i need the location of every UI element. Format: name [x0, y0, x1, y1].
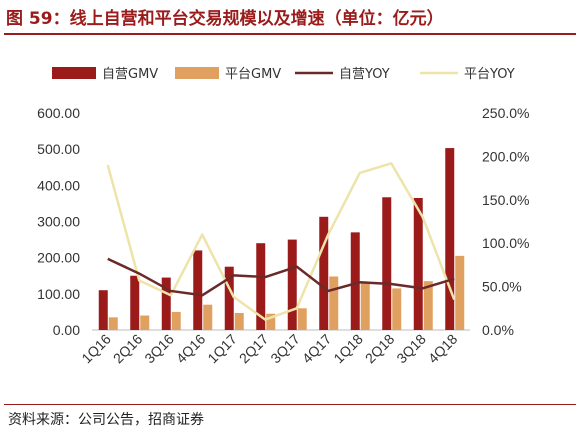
bar-platform-gmv — [171, 311, 181, 330]
bar-platform-gmv — [392, 288, 402, 330]
x-tick: 3Q17 — [267, 331, 303, 367]
x-tick: 3Q18 — [393, 331, 429, 367]
bar-self-gmv — [350, 232, 360, 330]
y-right-tick: 50.0% — [482, 279, 522, 295]
bar-self-gmv — [445, 148, 455, 330]
x-tick: 3Q16 — [141, 331, 177, 367]
y-left-tick: 100.00 — [37, 286, 80, 302]
legend-swatch-1 — [52, 67, 96, 79]
y-right-tick: 100.0% — [482, 235, 529, 251]
bar-platform-gmv — [140, 315, 150, 330]
y-left-tick: 0.00 — [53, 322, 80, 338]
bar-self-gmv — [130, 275, 140, 330]
y-left-tick: 600.00 — [37, 105, 80, 121]
title-rule — [4, 33, 576, 35]
x-tick: 2Q17 — [236, 331, 272, 367]
bar-platform-gmv — [203, 304, 213, 330]
bar-platform-gmv — [360, 282, 370, 330]
x-tick: 4Q16 — [173, 331, 209, 367]
legend-label-3: 自营YOY — [339, 67, 390, 82]
bar-self-gmv — [319, 216, 329, 330]
bar-self-gmv — [413, 197, 423, 330]
bar-platform-gmv — [455, 255, 465, 330]
x-tick: 4Q17 — [299, 331, 335, 367]
line-platform-yoy — [106, 162, 456, 321]
y-right-tick: 200.0% — [482, 148, 529, 164]
bar-platform-gmv — [266, 313, 276, 330]
x-tick: 4Q18 — [425, 331, 461, 367]
bar-self-gmv — [98, 290, 108, 330]
bar-self-gmv — [161, 277, 171, 330]
bar-platform-gmv — [297, 308, 307, 330]
y-right-tick: 0.0% — [482, 322, 514, 338]
source-rule — [4, 404, 576, 405]
x-tick: 2Q16 — [110, 331, 146, 367]
bar-platform-gmv — [329, 276, 339, 330]
x-tick: 2Q18 — [362, 331, 398, 367]
x-tick: 1Q17 — [204, 331, 240, 367]
y-right-tick: 150.0% — [482, 192, 529, 208]
y-left-tick: 200.00 — [37, 250, 80, 266]
legend-swatch-2 — [175, 67, 219, 79]
bar-self-gmv — [256, 243, 266, 330]
bar-self-gmv — [287, 239, 297, 330]
figure-title: 图 59：线上自营和平台交易规模以及增速（单位：亿元） — [6, 9, 444, 29]
bar-self-gmv — [224, 266, 234, 330]
line-self-yoy — [107, 257, 455, 297]
y-left-tick: 400.00 — [37, 177, 80, 193]
bar-platform-gmv — [234, 313, 244, 330]
legend-label-4: 平台YOY — [464, 67, 515, 82]
bar-self-gmv — [193, 250, 203, 330]
bar-platform-gmv — [108, 317, 118, 330]
source-note: 资料来源：公司公告，招商证券 — [8, 412, 204, 428]
legend-label-2: 平台GMV — [225, 67, 281, 82]
x-tick: 1Q16 — [78, 331, 114, 367]
y-left-tick: 500.00 — [37, 141, 80, 157]
legend-label-1: 自营GMV — [102, 67, 158, 82]
y-left-tick: 300.00 — [37, 214, 80, 230]
bar-self-gmv — [382, 197, 392, 330]
y-right-tick: 250.0% — [482, 105, 529, 121]
x-tick: 1Q18 — [330, 331, 366, 367]
bar-platform-gmv — [423, 281, 433, 330]
